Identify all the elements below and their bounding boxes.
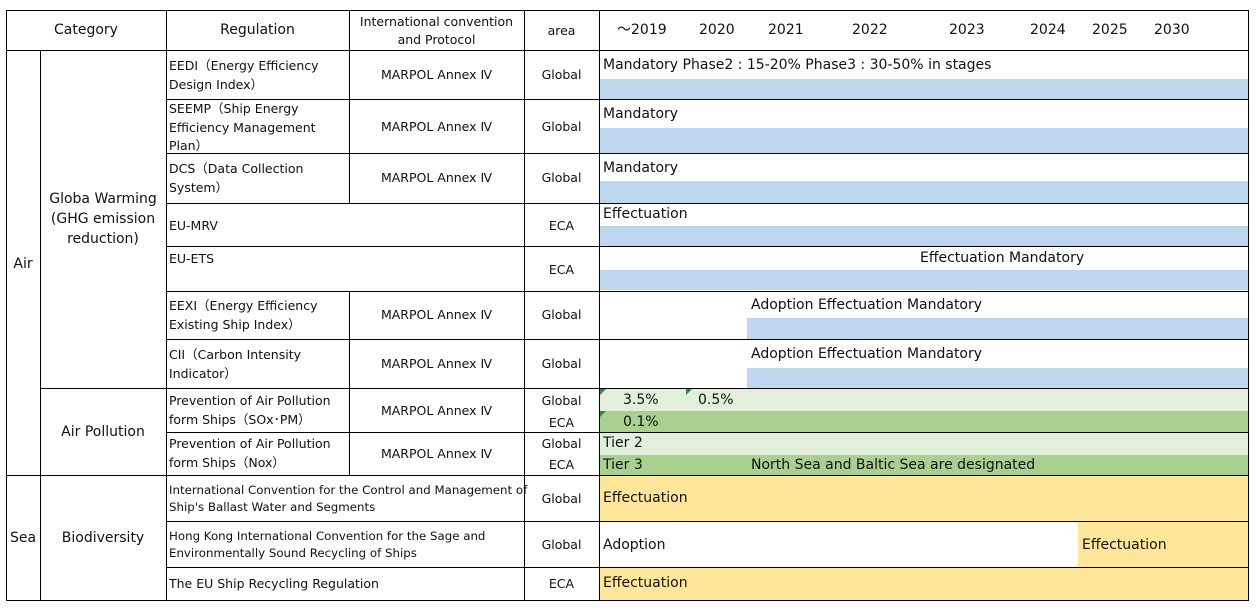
category-global-warming-1: Globa Warming xyxy=(49,191,157,207)
nox-area-eca: ECA xyxy=(548,457,575,472)
sox-regulation: Prevention of Air Pollution xyxy=(169,393,331,408)
euets-timeline: Effectuation Mandatory xyxy=(920,250,1085,266)
year-label: 2030 xyxy=(1154,22,1190,38)
nox-regulation: Prevention of Air Pollution xyxy=(169,436,331,451)
ballast-area: Global xyxy=(541,491,582,506)
ballast-bar xyxy=(600,476,1248,521)
category-global-warming-2: (GHG emission xyxy=(50,211,156,227)
eusrr-area: ECA xyxy=(548,576,575,591)
sox-regulation: form Ships（SOx･PM） xyxy=(169,412,311,427)
seemp-bar xyxy=(600,128,1248,153)
year-label: 2022 xyxy=(852,22,888,38)
cii-timeline: Adoption Effectuation Mandatory xyxy=(751,346,983,362)
dcs-convention: MARPOL Annex Ⅳ xyxy=(380,170,493,185)
nox-eca-value: Tier 3 xyxy=(603,457,643,473)
eusrr-timeline: Effectuation xyxy=(603,575,688,591)
eexi-timeline: Adoption Effectuation Mandatory xyxy=(751,297,983,313)
nox-eca-bar xyxy=(600,455,1248,475)
nox-global-value: Tier 2 xyxy=(603,435,643,451)
eedi-regulation: Design Index） xyxy=(169,77,264,92)
cii-regulation: Indicator） xyxy=(169,366,237,381)
eedi-convention: MARPOL Annex Ⅳ xyxy=(380,67,493,82)
eusrr-bar xyxy=(600,568,1248,600)
nox-global-bar xyxy=(600,433,1248,455)
year-label: 2020 xyxy=(699,22,735,38)
header-area: area xyxy=(547,23,576,38)
eexi-area: Global xyxy=(541,307,582,322)
dcs-bar xyxy=(600,181,1248,203)
sox-area-eca: ECA xyxy=(548,415,575,430)
ballast-timeline: Effectuation xyxy=(603,490,688,506)
hongkong-effectuation: Effectuation xyxy=(1082,537,1167,553)
eedi-timeline: Mandatory Phase2 : 15-20% Phase3 : 30-50… xyxy=(603,57,992,73)
ballast-regulation: Ship's Ballast Water and Segments xyxy=(169,500,376,514)
ballast-regulation: International Convention for the Control… xyxy=(169,483,528,497)
eedi-bar xyxy=(600,79,1248,99)
seemp-convention: MARPOL Annex Ⅳ xyxy=(380,119,493,134)
nox-eca-note: North Sea and Baltic Sea are designated xyxy=(751,457,1036,473)
hongkong-adoption: Adoption xyxy=(603,537,666,553)
marker-icon xyxy=(686,389,692,395)
eusrr-regulation: The EU Ship Recycling Regulation xyxy=(169,576,379,591)
header-regulation: Regulation xyxy=(220,22,295,38)
year-label: 2024 xyxy=(1030,22,1066,38)
hongkong-bar xyxy=(1078,522,1248,567)
eumrv-bar xyxy=(600,226,1248,246)
category-sea: Sea xyxy=(9,530,37,546)
seemp-area: Global xyxy=(541,119,582,134)
hongkong-regulation: Environmentally Sound Recycling of Ships xyxy=(169,546,417,560)
euets-regulation: EU-ETS xyxy=(169,251,215,266)
seemp-timeline: Mandatory xyxy=(603,106,679,122)
hongkong-area: Global xyxy=(541,537,582,552)
eedi-area: Global xyxy=(541,67,582,82)
eexi-bar xyxy=(747,318,1248,339)
header-convention-line2: and Protocol xyxy=(397,32,476,47)
year-label: 2025 xyxy=(1092,22,1128,38)
dcs-regulation: System） xyxy=(169,180,229,195)
eexi-regulation: Existing Ship Index） xyxy=(169,317,301,332)
dcs-area: Global xyxy=(541,170,582,185)
sox-area-global: Global xyxy=(541,393,582,408)
nox-regulation: form Ships（Nox） xyxy=(169,455,285,470)
cii-regulation: CII（Carbon Intensity xyxy=(169,347,302,362)
category-air: Air xyxy=(13,256,33,272)
sox-eca-value: 0.1% xyxy=(623,414,659,430)
sox-global-bar xyxy=(600,389,1248,411)
eumrv-regulation: EU-MRV xyxy=(169,218,218,233)
euets-area: ECA xyxy=(548,262,575,277)
eumrv-timeline: Effectuation xyxy=(603,206,688,222)
hongkong-regulation: Hong Kong International Convention for t… xyxy=(169,529,486,543)
year-label: 2021 xyxy=(768,22,804,38)
header-convention-line1: International convention xyxy=(359,14,514,29)
seemp-regulation: Efficiency Management xyxy=(169,120,316,135)
cii-bar xyxy=(747,368,1248,388)
seemp-regulation: SEEMP（Ship Energy xyxy=(169,101,299,116)
year-label: ～2019 xyxy=(617,22,667,38)
sox-global-value-2020: 0.5% xyxy=(698,392,734,408)
eexi-regulation: EEXI（Energy Efficiency xyxy=(169,298,318,313)
eumrv-area: ECA xyxy=(548,218,575,233)
cii-area: Global xyxy=(541,356,582,371)
marker-icon xyxy=(600,389,606,395)
category-biodiversity: Biodiversity xyxy=(61,530,145,546)
nox-convention: MARPOL Annex Ⅳ xyxy=(380,446,493,461)
marker-icon xyxy=(600,411,606,417)
seemp-regulation: Plan） xyxy=(169,138,209,153)
eedi-regulation: EEDI（Energy Efficiency xyxy=(169,58,319,73)
eexi-convention: MARPOL Annex Ⅳ xyxy=(380,307,493,322)
dcs-regulation: DCS（Data Collection xyxy=(169,161,304,176)
header-category: Category xyxy=(54,22,118,38)
euets-bar xyxy=(600,270,1248,290)
category-air-pollution: Air Pollution xyxy=(61,424,145,440)
nox-area-global: Global xyxy=(541,436,582,451)
sox-convention: MARPOL Annex Ⅳ xyxy=(380,403,493,418)
year-label: 2023 xyxy=(949,22,985,38)
dcs-timeline: Mandatory xyxy=(603,160,679,176)
cii-convention: MARPOL Annex Ⅳ xyxy=(380,356,493,371)
sox-eca-bar xyxy=(600,411,1248,432)
sox-global-value: 3.5% xyxy=(623,392,659,408)
category-global-warming-3: reduction) xyxy=(67,231,139,247)
